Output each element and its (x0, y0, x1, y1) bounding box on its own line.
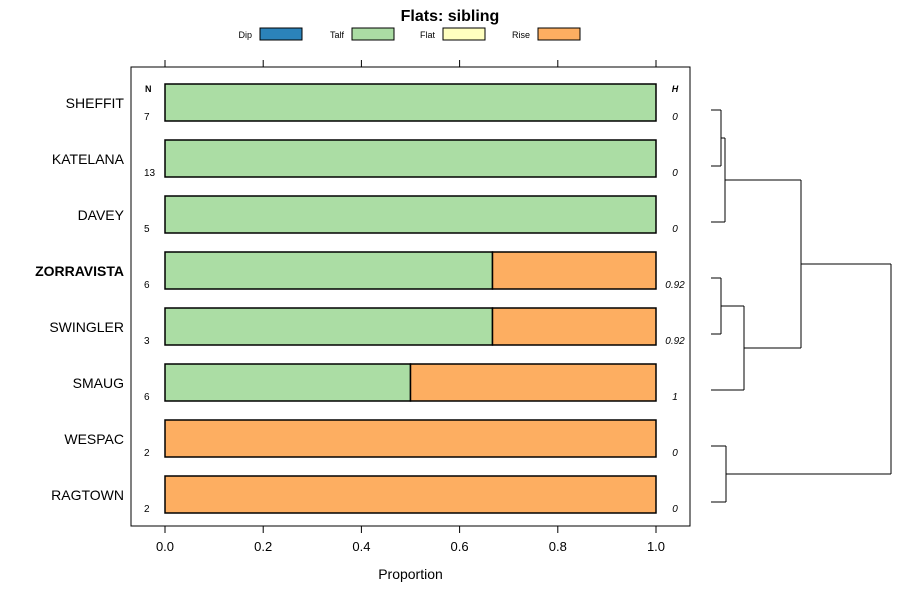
h-value: 0 (672, 112, 678, 123)
bar-segment-rise (491, 307, 657, 346)
n-value: 5 (144, 224, 150, 235)
n-value: 2 (144, 504, 150, 515)
bar-row: SHEFFIT 7 0 (66, 83, 678, 123)
category-label: RAGTOWN (51, 487, 124, 503)
bar-segment-rise (164, 475, 657, 514)
h-value: 1 (672, 392, 678, 403)
bar-segment-rise (409, 363, 657, 402)
h-column-header: H (672, 84, 679, 94)
bar-segment-talf (164, 83, 657, 122)
bar-row: ZORRAVISTA 6 0.92 (35, 251, 685, 291)
legend-swatch (259, 27, 303, 41)
category-label: ZORRAVISTA (35, 263, 124, 279)
n-value: 7 (144, 112, 150, 123)
legend-label: Talf (330, 30, 345, 40)
n-column-header: N (145, 84, 152, 94)
axes: 0.0 0.2 0.4 0.6 0.8 1.0 (156, 60, 665, 554)
category-label: SWINGLER (49, 319, 124, 335)
legend-label: Flat (420, 30, 436, 40)
bar-row: SMAUG 6 1 (73, 363, 678, 403)
legend-swatch (442, 27, 486, 41)
x-tick-label: 0.6 (451, 539, 469, 554)
bar-row: SWINGLER 3 0.92 (49, 307, 685, 347)
legend-swatch (351, 27, 395, 41)
n-value: 6 (144, 280, 150, 291)
legend-label: Dip (238, 30, 252, 40)
n-value: 13 (144, 168, 156, 179)
n-value: 3 (144, 336, 150, 347)
h-value: 0 (672, 168, 678, 179)
h-value: 0 (672, 448, 678, 459)
legend-swatch (537, 27, 581, 41)
bar-segment-talf (164, 363, 412, 402)
bar-row: WESPAC 2 0 (64, 419, 678, 459)
plot-frame (130, 66, 691, 527)
x-tick-label: 0.8 (549, 539, 567, 554)
bar-segment-talf (164, 251, 494, 290)
n-value: 2 (144, 448, 150, 459)
bar-segment-rise (491, 251, 657, 290)
dendrogram (711, 109, 892, 503)
h-value: 0.92 (665, 280, 685, 291)
bar-row: KATELANA 13 0 (52, 139, 678, 179)
h-value: 0 (672, 504, 678, 515)
bar-row: RAGTOWN 2 0 (51, 475, 678, 515)
h-value: 0 (672, 224, 678, 235)
legend-label: Rise (512, 30, 530, 40)
x-tick-label: 0.0 (156, 539, 174, 554)
category-label: SHEFFIT (66, 95, 125, 111)
legend: Dip Talf Flat Rise (238, 27, 581, 41)
category-label: DAVEY (78, 207, 125, 223)
bar-segment-talf (164, 195, 657, 234)
category-label: KATELANA (52, 151, 125, 167)
x-tick-label: 0.4 (352, 539, 370, 554)
bar-segment-talf (164, 139, 657, 178)
chart-title: Flats: sibling (401, 8, 500, 25)
category-label: WESPAC (64, 431, 124, 447)
n-value: 6 (144, 392, 150, 403)
x-tick-label: 0.2 (254, 539, 272, 554)
category-label: SMAUG (73, 375, 124, 391)
x-axis-label: Proportion (378, 566, 443, 582)
h-value: 0.92 (665, 336, 685, 347)
x-tick-label: 1.0 (647, 539, 665, 554)
bar-segment-rise (164, 419, 657, 458)
bar-segment-talf (164, 307, 494, 346)
bar-row: DAVEY 5 0 (78, 195, 678, 235)
